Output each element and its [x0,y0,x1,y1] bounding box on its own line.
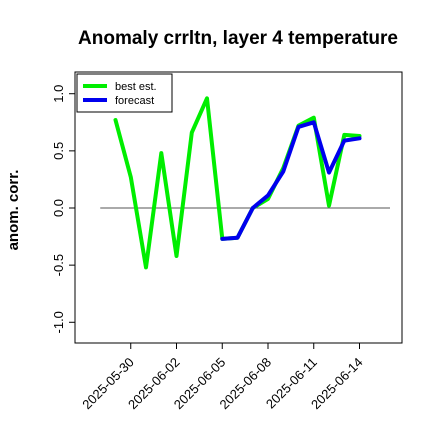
legend-label-forecast: forecast [115,95,154,107]
series-line-forecast [220,120,362,241]
legend-box [76,73,173,113]
y-tick-label: 1.0 [51,85,66,103]
y-tick-label: 0.0 [51,199,66,217]
series-line-best-est [113,96,362,270]
axes: -1.0-0.50.00.51.02025-05-302025-06-02202… [51,71,403,412]
legend: best est. forecast [76,73,173,113]
chart-title: Anomaly crrltn, layer 4 temperature [78,28,398,49]
legend-label-best-est: best est. [115,81,157,93]
y-tick-label: -1.0 [51,311,66,333]
y-tick-label: -0.5 [51,254,66,276]
y-tick-label: 0.5 [51,142,66,160]
plot-area [100,96,390,270]
y-axis-label: anom. corr. [5,170,22,251]
